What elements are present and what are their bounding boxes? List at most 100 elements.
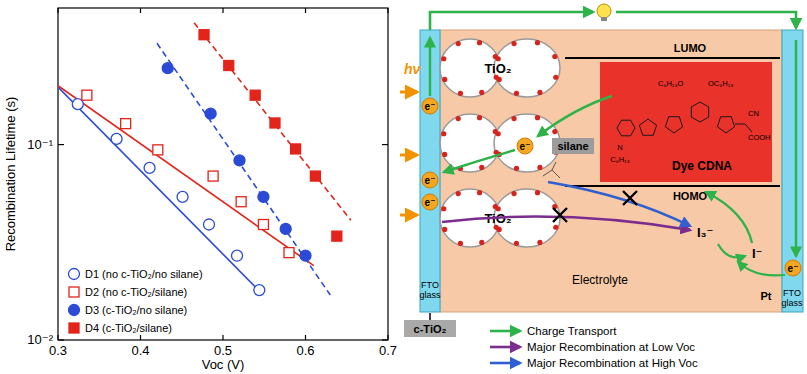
data-point: [205, 108, 216, 119]
y-tick-label: 10⁻²: [27, 332, 53, 347]
electrolyte-label: Electrolyte: [572, 273, 628, 287]
dye-dot: [441, 56, 446, 61]
x-tick: [140, 335, 141, 340]
dye-dot: [479, 165, 484, 170]
fit-line: [58, 86, 314, 266]
legend-arrow: [490, 330, 520, 333]
electron: [785, 260, 801, 276]
electron: [422, 172, 438, 188]
dye-dot: [514, 91, 519, 96]
data-point: [236, 197, 246, 207]
data-point: [291, 144, 301, 154]
molecule-ring: [665, 117, 682, 133]
lumo-label: LUMO: [674, 42, 707, 54]
compact-layer-label: c-TiO₂: [414, 323, 447, 335]
light-arrow: [400, 154, 417, 157]
x-tick-label: 0.6: [296, 343, 314, 358]
silane-bond: [543, 162, 560, 178]
molecule-label: C₆H₁₃O: [658, 79, 683, 88]
molecule-ring: [617, 120, 635, 136]
dye-dot: [456, 191, 461, 196]
data-point: [162, 63, 173, 74]
x-tick: [387, 8, 388, 13]
dye-dot: [458, 91, 463, 96]
dye-dot: [496, 131, 501, 136]
left-fto-label-line: glass: [419, 290, 441, 300]
dye-dot: [511, 116, 516, 121]
transport-arrow: [444, 150, 515, 172]
diagram-legend-label: Major Recombination at Low Voc: [527, 341, 695, 353]
circuit-arrow: [616, 12, 796, 28]
circuit-arrow: [430, 12, 593, 30]
dye-box: [600, 62, 772, 182]
x-tick: [57, 8, 58, 13]
data-point: [270, 118, 280, 128]
dye-dot: [535, 115, 540, 120]
legend-label: D2 (no c-TiO₂/silane): [85, 286, 187, 298]
transport-arrow: [538, 96, 612, 136]
electron: [422, 98, 438, 114]
data-point: [121, 119, 131, 129]
dye-dot: [477, 115, 482, 120]
data-point: [300, 250, 311, 261]
legend-marker: [69, 287, 79, 297]
x-tick: [387, 335, 388, 340]
dye-dot: [456, 116, 461, 121]
light-arrow: [400, 214, 417, 217]
molecule-label: COOH: [748, 133, 771, 142]
dye-dot: [441, 131, 446, 136]
dye-dot: [456, 41, 461, 46]
y-tick: [58, 144, 64, 145]
left-fto-label: FTOglass: [419, 280, 441, 300]
dye-dot: [442, 152, 447, 157]
molecule-label: N: [617, 143, 622, 152]
figure: 0.30.40.50.60.710⁻²10⁻¹Recombination Lif…: [0, 0, 807, 374]
electron-label: e⁻: [520, 141, 531, 152]
bulb-base: [601, 17, 607, 21]
electron: [422, 194, 438, 210]
y-tick: [58, 339, 64, 340]
recombination-arrow: [442, 217, 690, 230]
fit-line: [194, 23, 351, 220]
data-point: [332, 231, 342, 241]
homo-label: HOMO: [673, 190, 708, 202]
dye-dot: [479, 240, 484, 245]
plot-data: [58, 23, 351, 296]
dye-label: Dye CDNA: [672, 159, 732, 173]
dye-dot: [511, 41, 516, 46]
molecule-bond: [735, 124, 752, 132]
plot-frame: [58, 8, 388, 340]
blocked-mark: [623, 191, 637, 205]
data-point: [254, 285, 265, 296]
x-tick: [140, 8, 141, 13]
data-point: [258, 191, 269, 202]
particle-label: TiO₂: [484, 61, 511, 76]
molecule-label: OC₆H₁₃: [708, 79, 733, 88]
dye-dot: [497, 227, 502, 232]
lumo-level: [565, 57, 780, 59]
data-point: [232, 250, 243, 261]
silane-label: silane: [557, 140, 588, 152]
molecule-ring: [691, 102, 708, 122]
triiodide-label: I₃⁻: [697, 225, 714, 240]
compact-layer-pointer: [429, 313, 431, 320]
data-point: [144, 162, 155, 173]
dye-dot: [552, 129, 557, 134]
x-tick: [305, 335, 306, 340]
data-point: [199, 30, 209, 40]
blocked-mark: [553, 208, 567, 222]
legend-marker: [69, 305, 80, 316]
electron: [517, 138, 533, 154]
transport-arrow: [795, 40, 797, 256]
legend-arrow: [490, 346, 520, 349]
dye-dot: [458, 241, 463, 246]
transport-arrow: [706, 192, 752, 243]
data-point: [280, 223, 291, 234]
dye-dot: [535, 40, 540, 45]
legend-label: D1 (no c-TiO₂/no silane): [85, 268, 203, 280]
dye-dot: [552, 54, 557, 59]
data-point: [224, 60, 234, 70]
legend-label: D4 (c-TiO₂/silane): [85, 322, 172, 334]
y-tick: [382, 339, 388, 340]
legend-marker: [69, 323, 79, 333]
